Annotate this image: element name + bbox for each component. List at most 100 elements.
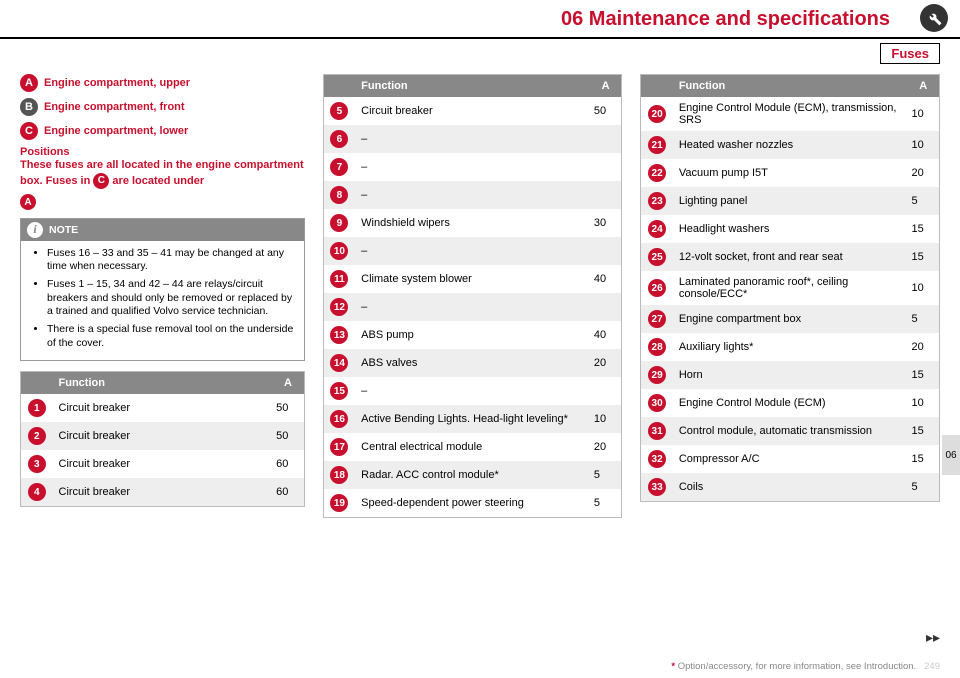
- fuse-function-cell: Circuit breaker: [53, 478, 273, 507]
- fuse-number-badge: 9: [330, 214, 348, 232]
- fuse-number-badge: 17: [330, 438, 348, 456]
- fuse-amp-cell: 20: [590, 349, 622, 377]
- th-function: Function: [673, 75, 908, 98]
- fuse-number-cell: 26: [641, 271, 673, 305]
- fuse-function-cell: Engine Control Module (ECM): [673, 389, 908, 417]
- column-3: Function A 20Engine Control Module (ECM)…: [640, 74, 940, 518]
- badge-c: C: [20, 122, 38, 140]
- fuse-amp-cell: 20: [907, 159, 939, 187]
- fuse-number-cell: 2: [21, 422, 53, 450]
- page-number: 249: [924, 661, 940, 672]
- fuse-amp-cell: 15: [907, 243, 939, 271]
- positions-heading: Positions: [20, 146, 305, 158]
- fuse-number-badge: 8: [330, 186, 348, 204]
- page: 06 Maintenance and specifications Fuses …: [0, 0, 960, 678]
- table-row: 4Circuit breaker60: [21, 478, 305, 507]
- note-item: There is a special fuse removal tool on …: [47, 323, 294, 350]
- table-row: 24Headlight washers15: [641, 215, 940, 243]
- legend-b: B Engine compartment, front: [20, 98, 305, 116]
- fuse-function-cell: Circuit breaker: [53, 422, 273, 450]
- table-row: 14ABS valves20: [323, 349, 622, 377]
- footer: * Option/accessory, for more information…: [671, 661, 940, 672]
- table-row: 31Control module, automatic transmission…: [641, 417, 940, 445]
- table-row: 20Engine Control Module (ECM), transmiss…: [641, 97, 940, 131]
- table-row: 16Active Bending Lights. Head-light leve…: [323, 405, 622, 433]
- note-header: i NOTE: [21, 219, 304, 241]
- table-row: 2 Circuit breaker50: [21, 422, 305, 450]
- fuse-number-cell: 14: [323, 349, 355, 377]
- table-row: 21 Heated washer nozzles10: [641, 131, 940, 159]
- fuse-number-badge: 28: [648, 338, 666, 356]
- legend-c: C Engine compartment, lower: [20, 122, 305, 140]
- fuse-number-badge: 3: [28, 455, 46, 473]
- fuse-number-badge: 30: [648, 394, 666, 412]
- column-1: A Engine compartment, upper B Engine com…: [20, 74, 305, 518]
- fuse-number-badge: 22: [648, 164, 666, 182]
- fuse-function-cell: Active Bending Lights. Head-light leveli…: [355, 405, 590, 433]
- subheader: Fuses: [0, 39, 960, 64]
- table-row: 33Coils5: [641, 473, 940, 502]
- fuse-number-badge: 2: [28, 427, 46, 445]
- fuse-number-cell: 12: [323, 293, 355, 321]
- fuse-number-cell: 30: [641, 389, 673, 417]
- table-row: 9Windshield wipers30: [323, 209, 622, 237]
- fuse-amp-cell: 10: [907, 389, 939, 417]
- fuse-number-cell: 29: [641, 361, 673, 389]
- note-item: Fuses 1 – 15, 34 and 42 – 44 are relays/…: [47, 278, 294, 319]
- legend-c-text: Engine compartment, lower: [44, 125, 188, 137]
- fuse-function-cell: Climate system blower: [355, 265, 590, 293]
- table-row: 29Horn15: [641, 361, 940, 389]
- fuse-amp-cell: [590, 377, 622, 405]
- fuse-number-badge: 1: [28, 399, 46, 417]
- fuse-number-badge: 5: [330, 102, 348, 120]
- note-list: Fuses 16 – 33 and 35 – 41 may be changed…: [31, 247, 294, 350]
- table-row: 32Compressor A/C15: [641, 445, 940, 473]
- fuse-number-cell: 33: [641, 473, 673, 502]
- fuse-function-cell: Heated washer nozzles: [673, 131, 908, 159]
- fuse-number-badge: 13: [330, 326, 348, 344]
- fuse-amp-cell: 10: [907, 131, 939, 159]
- fuse-function-cell: Windshield wipers: [355, 209, 590, 237]
- table-row: 5Circuit breaker50: [323, 97, 622, 125]
- fuse-number-cell: 10: [323, 237, 355, 265]
- fuse-amp-cell: [590, 237, 622, 265]
- th-function: Function: [53, 372, 273, 395]
- legend-b-text: Engine compartment, front: [44, 101, 185, 113]
- fuse-number-cell: 18: [323, 461, 355, 489]
- fuse-number-cell: 28: [641, 333, 673, 361]
- fuse-function-cell: Central electrical module: [355, 433, 590, 461]
- table-row: 22 Vacuum pump I5T20: [641, 159, 940, 187]
- fuse-amp-cell: 50: [272, 422, 304, 450]
- fuse-function-cell: –: [355, 153, 590, 181]
- fuse-function-cell: Engine Control Module (ECM), transmissio…: [673, 97, 908, 131]
- fuse-amp-cell: 10: [907, 97, 939, 131]
- note-body: Fuses 16 – 33 and 35 – 41 may be changed…: [21, 241, 304, 360]
- th-amp: A: [907, 75, 939, 98]
- th-blank: [641, 75, 673, 98]
- fuse-number-cell: 7: [323, 153, 355, 181]
- badge-a: A: [20, 74, 38, 92]
- fuse-function-cell: Laminated panoramic roof*, ceiling conso…: [673, 271, 908, 305]
- fuse-function-cell: –: [355, 377, 590, 405]
- fuse-amp-cell: [590, 153, 622, 181]
- fuse-amp-cell: 5: [907, 473, 939, 502]
- fuse-number-badge: 11: [330, 270, 348, 288]
- fuse-amp-cell: 10: [590, 405, 622, 433]
- table-row: 1Circuit breaker50: [21, 394, 305, 422]
- fuse-amp-cell: 50: [272, 394, 304, 422]
- fuse-number-badge: 25: [648, 248, 666, 266]
- note-box: i NOTE Fuses 16 – 33 and 35 – 41 may be …: [20, 218, 305, 361]
- fuse-function-cell: Control module, automatic transmission: [673, 417, 908, 445]
- fuse-number-badge: 18: [330, 466, 348, 484]
- fuse-number-cell: 27: [641, 305, 673, 333]
- table-row: 23Lighting panel5: [641, 187, 940, 215]
- fuse-number-cell: 16: [323, 405, 355, 433]
- fuse-number-badge: 7: [330, 158, 348, 176]
- fuse-amp-cell: 15: [907, 361, 939, 389]
- continue-arrow-icon: ▸▸: [926, 629, 940, 646]
- fuse-number-badge: 4: [28, 483, 46, 501]
- fuse-number-cell: 5: [323, 97, 355, 125]
- fuse-number-cell: 25: [641, 243, 673, 271]
- fuse-number-badge: 21: [648, 136, 666, 154]
- fuse-function-cell: Vacuum pump I5T: [673, 159, 908, 187]
